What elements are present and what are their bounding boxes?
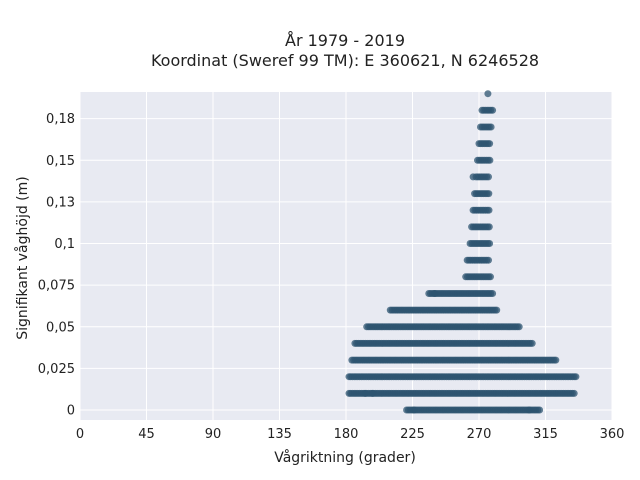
data-point bbox=[536, 406, 544, 414]
data-point bbox=[486, 140, 494, 148]
data-point bbox=[485, 173, 492, 181]
x-tick-label: 270 bbox=[467, 427, 492, 442]
x-tick-label: 135 bbox=[267, 427, 292, 442]
data-point bbox=[485, 190, 493, 198]
y-tick-label: 0,075 bbox=[38, 279, 75, 294]
data-point bbox=[489, 290, 497, 297]
y-tick-label: 0,05 bbox=[46, 320, 75, 335]
chart-title: År 1979 - 2019 bbox=[285, 31, 405, 50]
x-tick-label: 45 bbox=[138, 427, 155, 442]
data-point bbox=[484, 90, 492, 98]
x-tick-label: 90 bbox=[205, 427, 222, 442]
data-point bbox=[431, 290, 439, 297]
data-point bbox=[572, 373, 580, 381]
data-point bbox=[485, 256, 492, 264]
data-point bbox=[515, 323, 523, 331]
data-point bbox=[552, 356, 560, 364]
x-tick-label: 225 bbox=[400, 427, 425, 442]
data-point bbox=[493, 306, 501, 314]
x-tick-label: 180 bbox=[334, 427, 359, 442]
y-tick-label: 0,13 bbox=[46, 195, 75, 210]
data-point bbox=[570, 389, 578, 397]
x-tick-label: 0 bbox=[76, 427, 84, 442]
data-point bbox=[487, 273, 494, 281]
x-tick-labels: 0 45 90 135 180 225 270 315 360 bbox=[76, 427, 625, 442]
y-axis-label: Signifikant våghöjd (m) bbox=[14, 176, 31, 339]
y-tick-labels: 0 0,025 0,05 0,075 0,1 0,13 0,15 0,18 bbox=[38, 112, 75, 418]
data-point bbox=[489, 106, 497, 114]
data-point bbox=[486, 156, 494, 164]
x-tick-label: 315 bbox=[533, 427, 558, 442]
y-tick-label: 0 bbox=[67, 404, 75, 419]
y-tick-label: 0,15 bbox=[46, 154, 75, 169]
y-tick-label: 0,025 bbox=[38, 362, 75, 377]
data-point bbox=[485, 206, 493, 214]
data-point bbox=[528, 339, 536, 347]
data-point bbox=[485, 223, 493, 231]
data-point bbox=[469, 173, 477, 181]
y-tick-label: 0,18 bbox=[46, 112, 75, 127]
data-point bbox=[369, 389, 377, 397]
data-point bbox=[361, 389, 369, 397]
data-point bbox=[487, 123, 495, 131]
chart-subtitle: Koordinat (Sweref 99 TM): E 360621, N 62… bbox=[151, 51, 539, 70]
data-point bbox=[410, 406, 418, 414]
x-tick-label: 360 bbox=[600, 427, 625, 442]
data-point bbox=[486, 240, 494, 247]
y-tick-label: 0,1 bbox=[54, 237, 75, 252]
data-point bbox=[525, 406, 533, 414]
x-axis-label: Vågriktning (grader) bbox=[274, 449, 416, 466]
data-points bbox=[345, 90, 580, 414]
